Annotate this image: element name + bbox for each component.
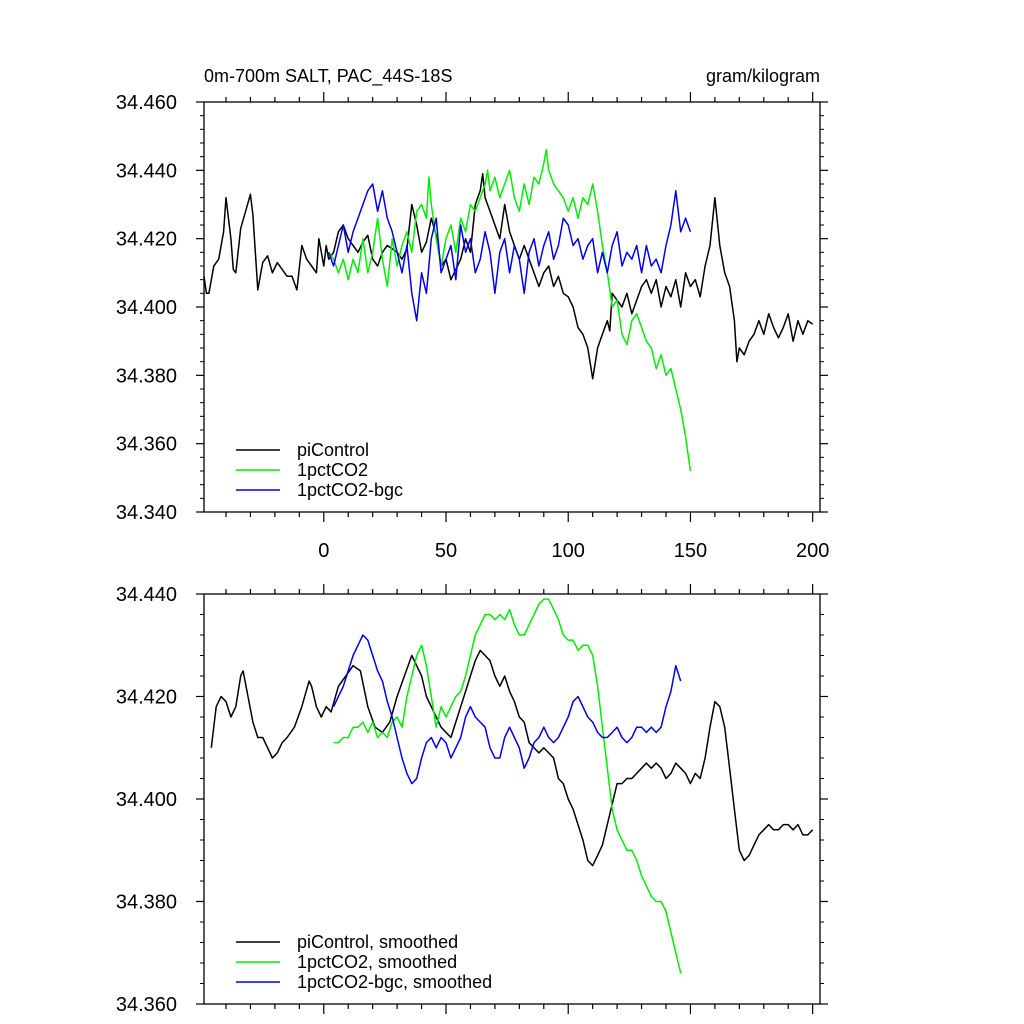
- y-tick-label: 34.420: [116, 687, 177, 709]
- y-tick-label: 34.400: [116, 789, 177, 811]
- series-line: [210, 649, 814, 867]
- chart-units: gram/kilogram: [706, 66, 820, 86]
- y-tick-label: 34.360: [116, 434, 177, 456]
- legend-label: piControl, smoothed: [297, 932, 458, 952]
- y-tick-label: 34.360: [116, 994, 177, 1016]
- x-tick-label: 50: [435, 540, 457, 562]
- y-tick-label: 34.400: [116, 297, 177, 319]
- y-tick-label: 34.460: [116, 92, 177, 114]
- legend-label: piControl: [297, 440, 369, 460]
- x-tick-label: 150: [674, 540, 707, 562]
- legend-label: 1pctCO2-bgc: [297, 480, 403, 500]
- series-line: [327, 183, 692, 322]
- bottom-panel: 34.360 34.380 34.400 34.420 34.440 piControl,…: [116, 584, 828, 1016]
- legend-label: 1pctCO2: [297, 460, 368, 480]
- x-tick-label: 0: [318, 540, 329, 562]
- series-line: [333, 598, 682, 974]
- x-tick-label: 100: [552, 540, 585, 562]
- legend-label: 1pctCO2-bgc, smoothed: [297, 972, 492, 992]
- series-line: [328, 149, 692, 472]
- top-panel: 34.340 34.360 34.380 34.400 34.420 34.440 34.4…: [116, 92, 829, 562]
- y-tick-label: 34.440: [116, 160, 177, 182]
- series-line: [332, 634, 682, 785]
- series-line: [203, 173, 814, 380]
- y-tick-label: 34.440: [116, 584, 177, 606]
- y-tick-label: 34.420: [116, 229, 177, 251]
- y-tick-label: 34.380: [116, 365, 177, 387]
- legend-label: 1pctCO2, smoothed: [297, 952, 457, 972]
- chart-title: 0m-700m SALT, PAC_44S-18S: [204, 66, 452, 87]
- x-tick-label: 200: [796, 540, 829, 562]
- y-tick-label: 34.380: [116, 892, 177, 914]
- y-tick-label: 34.340: [116, 502, 177, 524]
